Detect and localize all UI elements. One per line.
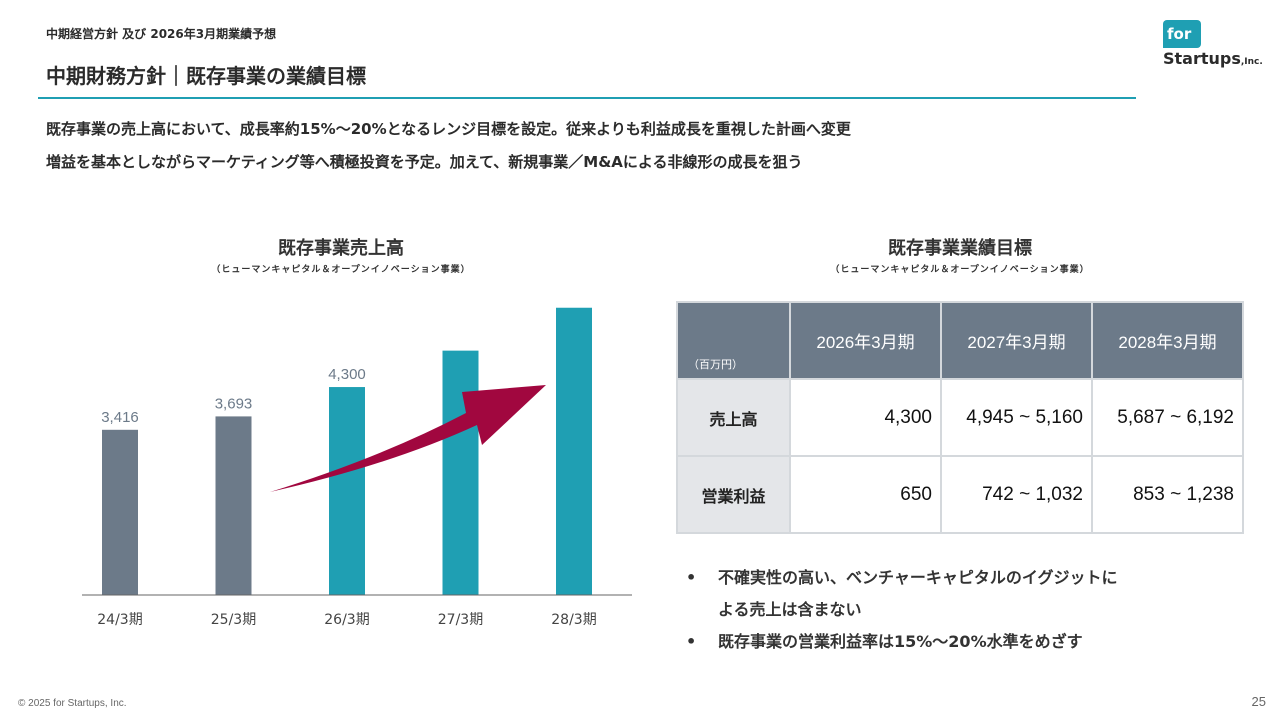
unit-label: （百万円） <box>676 301 791 380</box>
table-cell: 5,687 ~ 6,192 <box>1091 378 1244 457</box>
chart-title: 既存事業売上高 <box>278 238 404 259</box>
lead-text-line-2: 増益を基本としながらマーケティング等へ積極投資を予定。加えて、新規事業／M&Aに… <box>46 153 803 171</box>
column-header: 2028年3月期 <box>1091 301 1244 380</box>
table-cell: 853 ~ 1,238 <box>1091 455 1244 534</box>
table-row: 売上高 4,300 4,945 ~ 5,160 5,687 ~ 6,192 <box>676 378 1244 457</box>
table-cell: 742 ~ 1,032 <box>940 455 1093 534</box>
title-divider <box>38 97 1136 99</box>
company-logo: for Startups,Inc. <box>1163 20 1273 70</box>
data-label: 3,693 <box>215 395 253 412</box>
row-label: 売上高 <box>676 378 791 457</box>
list-item: • 不確実性の高い、ベンチャーキャピタルのイグジットに <box>686 562 1118 594</box>
row-label: 営業利益 <box>676 455 791 534</box>
lead-text-line-1: 既存事業の売上高において、成長率約15%〜20%となるレンジ目標を設定。従来より… <box>46 120 851 138</box>
chart-subtitle: （ヒューマンキャピタル＆オープンイノベーション事業） <box>211 265 471 275</box>
chart-bar <box>442 350 479 595</box>
x-tick-label: 28/3期 <box>551 612 596 628</box>
bullet-icon: • <box>686 632 697 651</box>
table-header-row: （百万円） 2026年3月期 2027年3月期 2028年3月期 <box>676 301 1244 380</box>
growth-arrow <box>270 385 546 492</box>
data-label: 3,416 <box>101 409 139 426</box>
x-tick-label: 27/3期 <box>438 612 483 628</box>
list-item: よる売上は含まない <box>718 600 862 619</box>
x-tick-label: 26/3期 <box>324 612 369 628</box>
chart-bar <box>556 307 592 595</box>
chart-bar <box>102 429 138 595</box>
table-row: 営業利益 650 742 ~ 1,032 853 ~ 1,238 <box>676 455 1244 534</box>
breadcrumb: 中期経営方針 及び 2026年3月期業績予想 <box>46 27 277 41</box>
column-header: 2027年3月期 <box>940 301 1093 380</box>
page-title: 中期財務方針｜既存事業の業績目標 <box>46 64 366 88</box>
table-cell: 650 <box>789 455 942 534</box>
x-tick-label: 25/3期 <box>211 612 256 628</box>
performance-target-table: （百万円） 2026年3月期 2027年3月期 2028年3月期 売上高 4,3… <box>676 301 1244 534</box>
table-subtitle: （ヒューマンキャピタル＆オープンイノベーション事業） <box>830 265 1090 275</box>
logo-for-mark: for <box>1163 20 1201 48</box>
copyright: © 2025 for Startups, Inc. <box>18 698 127 709</box>
list-item: • 既存事業の営業利益率は15%〜20%水準をめざす <box>686 626 1118 658</box>
chart-bar <box>215 416 252 595</box>
table-title: 既存事業業績目標 <box>888 238 1032 259</box>
table-cell: 4,300 <box>789 378 942 457</box>
page-number: 25 <box>1251 694 1266 709</box>
column-header: 2026年3月期 <box>789 301 942 380</box>
logo-wordmark: Startups,Inc. <box>1163 49 1263 68</box>
bullet-icon: • <box>686 568 697 587</box>
chart-bar <box>329 387 365 595</box>
table-cell: 4,945 ~ 5,160 <box>940 378 1093 457</box>
x-tick-label: 24/3期 <box>97 612 142 628</box>
data-label: 4,300 <box>328 366 366 383</box>
notes-list: • 不確実性の高い、ベンチャーキャピタルのイグジットに よる売上は含まない • 既存… <box>686 562 1118 658</box>
